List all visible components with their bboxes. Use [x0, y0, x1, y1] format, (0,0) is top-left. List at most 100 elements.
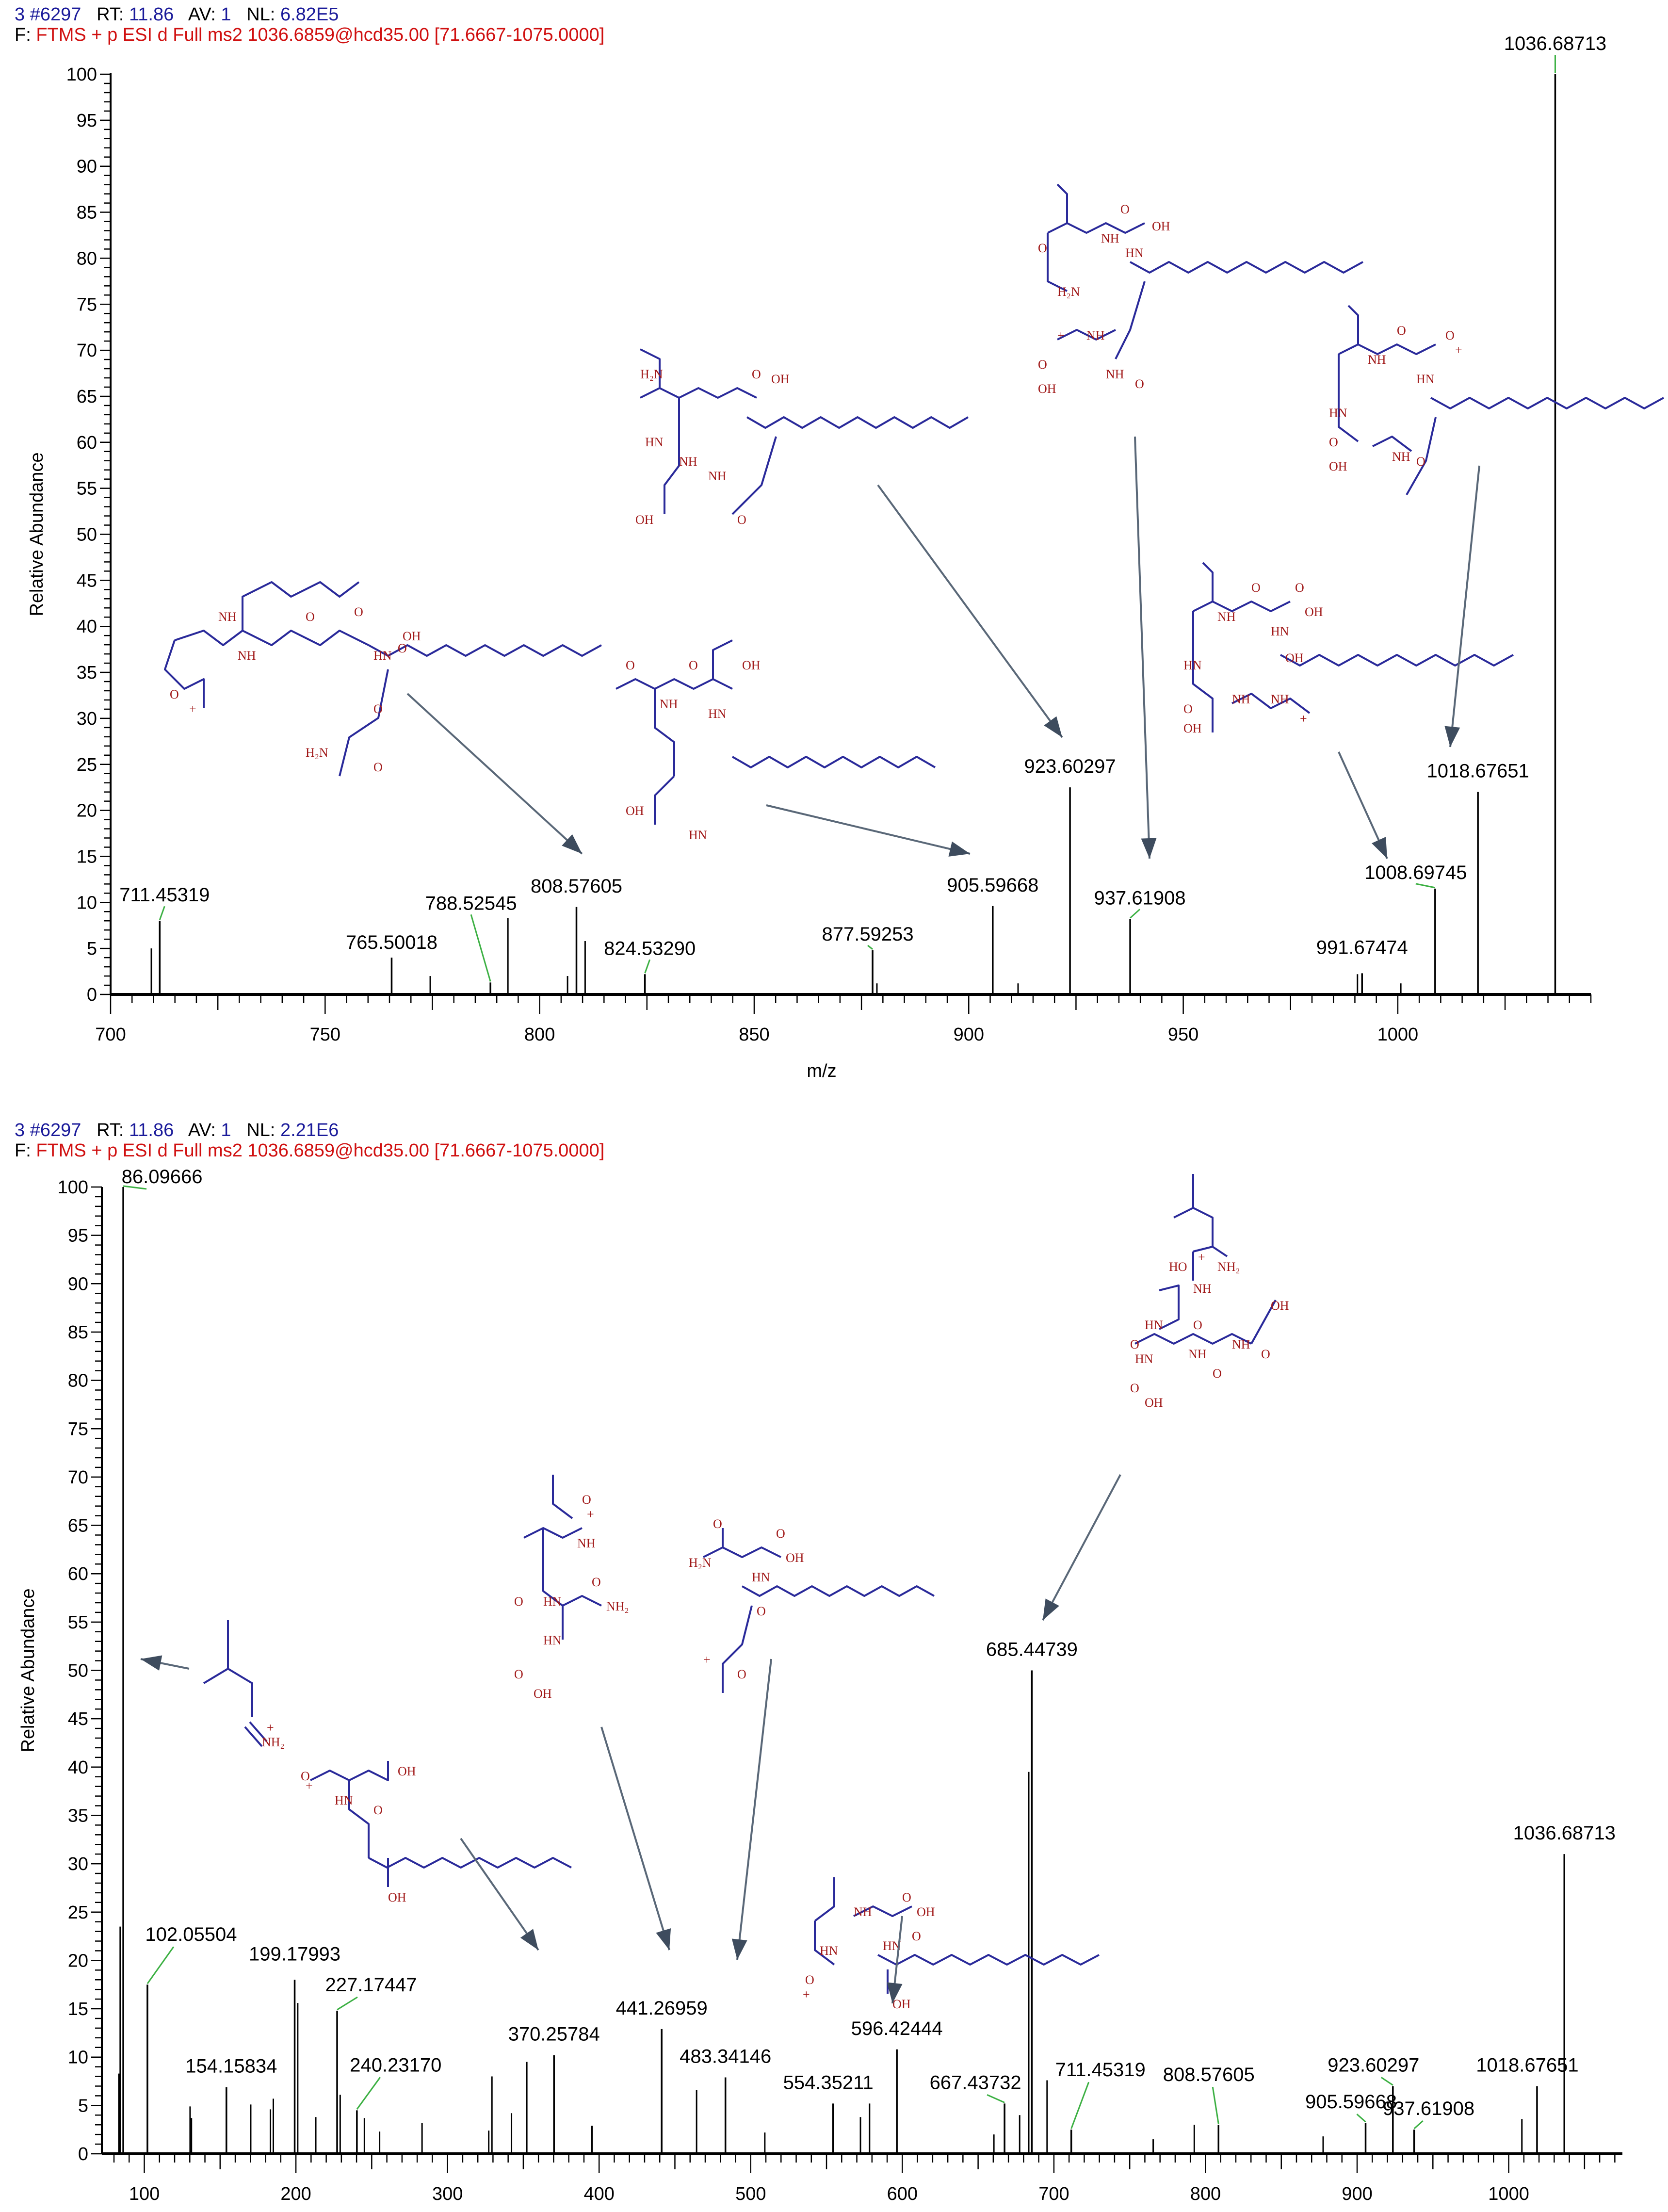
atom-label: OH [635, 513, 654, 527]
atom-label: NH [1232, 692, 1250, 706]
fragment-c-structure: H₂N O OH HN NH O OH NH [635, 348, 969, 527]
atom-label: NH₂ [262, 1735, 285, 1749]
atom-label: HN [1135, 1352, 1153, 1366]
y-axis-label: Relative Abundance [18, 1588, 38, 1752]
atom-label: OH [892, 1997, 911, 2011]
atom-label: OH [398, 1764, 416, 1778]
atom-label: O [1213, 1366, 1222, 1381]
rt-label: RT: [97, 1120, 124, 1140]
arrowhead-icon [1043, 1598, 1059, 1620]
atom-label: HN [752, 1570, 770, 1584]
atom-label: O [776, 1527, 785, 1541]
atom-label: NH [577, 1536, 596, 1550]
y-tick-label: 80 [68, 1371, 88, 1391]
peak-label: 596.42444 [851, 2018, 943, 2039]
atom-label: O [713, 1517, 722, 1531]
y-tick-label: 0 [87, 985, 97, 1005]
atom-label: O [737, 513, 746, 527]
atom-label: O [301, 1769, 310, 1783]
atom-label: OH [626, 804, 644, 818]
peak-label: 685.44739 [986, 1639, 1078, 1660]
peak-label: 154.15834 [185, 2055, 277, 2077]
y-tick-label: 30 [68, 1854, 88, 1874]
y-tick-label: 60 [68, 1564, 88, 1584]
atom-label: + [306, 1779, 313, 1793]
peak-label: 102.05504 [145, 1924, 237, 1945]
x-tick-label: 700 [1038, 2184, 1069, 2204]
atom-label: + [1057, 328, 1065, 342]
rt-value: 11.86 [129, 1120, 174, 1140]
annotation-arrow [736, 1659, 772, 1960]
atom-label: NH [708, 469, 727, 483]
y-tick-label: 15 [68, 1999, 88, 2019]
x-tick-label: 100 [129, 2184, 160, 2204]
annotation-arrow [460, 1838, 539, 1951]
atom-label: O [1130, 1337, 1139, 1351]
arrowhead-icon [562, 834, 582, 854]
atom-label: NH [218, 610, 237, 624]
filter-prefix: F: [15, 25, 31, 45]
peak-label: 905.59668 [1305, 2091, 1397, 2113]
peak-label: 441.26959 [616, 1998, 708, 2019]
filter-text: FTMS + p ESI d Full ms2 1036.6859@hcd35.… [36, 1140, 605, 1161]
arrowhead-icon [1141, 838, 1157, 859]
atom-label: O [689, 658, 698, 672]
av-value: 1 [221, 4, 231, 25]
annotation-arrow [877, 484, 1063, 738]
x-tick-label: 1000 [1488, 2184, 1529, 2204]
y-tick-label: 55 [77, 479, 97, 499]
atom-label: O [306, 610, 315, 624]
rt-label: RT: [97, 4, 124, 25]
y-tick-label: 95 [68, 1226, 88, 1246]
atom-label: H₂N [640, 367, 663, 381]
y-tick-label: 10 [68, 2048, 88, 2068]
annotation-arrow [1449, 465, 1480, 748]
y-tick-label: 30 [77, 709, 97, 729]
atom-label: OH [786, 1551, 804, 1565]
annotation-arrow [406, 693, 583, 855]
atom-label: H₂N [689, 1556, 712, 1570]
y-tick-label: 100 [66, 65, 97, 85]
atom-label: OH [917, 1905, 935, 1919]
atom-label: HN [1329, 406, 1347, 420]
atom-label: O [1329, 435, 1338, 449]
atom-label: NH [1101, 231, 1119, 245]
atom-label: NH [1271, 692, 1289, 706]
y-tick-label: 45 [77, 570, 97, 591]
atom-label: O [912, 1929, 921, 1943]
y-tick-label: 40 [77, 617, 97, 637]
atom-label: NH [854, 1905, 872, 1919]
atom-label: O [373, 1803, 383, 1817]
atom-label: HN [1183, 658, 1202, 672]
arrowhead-icon [520, 1929, 538, 1950]
peak-label: 483.34146 [680, 2046, 771, 2067]
x-axis-label: m/z [807, 1061, 836, 1081]
x-tick-label: 750 [310, 1025, 340, 1045]
x-tick-label: 700 [95, 1025, 126, 1045]
arrowhead-icon [887, 1982, 903, 2003]
filter-line: F: FTMS + p ESI d Full ms2 1036.6859@hcd… [15, 24, 604, 46]
atom-label: NH [1106, 367, 1124, 381]
spectrum-panel-bottom: 3 #6297 RT: 11.86 AV: 1 NL: 2.21E6 F: FT… [0, 1116, 1668, 2212]
fragment-immonium-structure: NH₂+ [203, 1620, 285, 1749]
peak-label: 824.53290 [604, 938, 696, 959]
atom-label: OH [1271, 1299, 1289, 1313]
atom-label: O [582, 1493, 591, 1507]
arrowhead-icon [731, 1938, 747, 1960]
y-tick-label: 80 [77, 248, 97, 269]
peak-label: 765.50018 [346, 932, 437, 953]
y-tick-label: 40 [68, 1757, 88, 1778]
atom-label: OH [1145, 1396, 1163, 1410]
peak-label: 923.60297 [1328, 2054, 1419, 2076]
y-tick-label: 35 [68, 1805, 88, 1826]
atom-label: O [354, 605, 363, 619]
atom-label: O [1397, 324, 1406, 338]
atom-label: OH [1305, 605, 1323, 619]
atom-label: H₂N [1057, 285, 1080, 299]
atom-label: NH [1188, 1347, 1207, 1361]
y-tick-label: 85 [77, 203, 97, 223]
atom-label: OH [1152, 219, 1170, 233]
nl-value: 2.21E6 [280, 1120, 339, 1140]
